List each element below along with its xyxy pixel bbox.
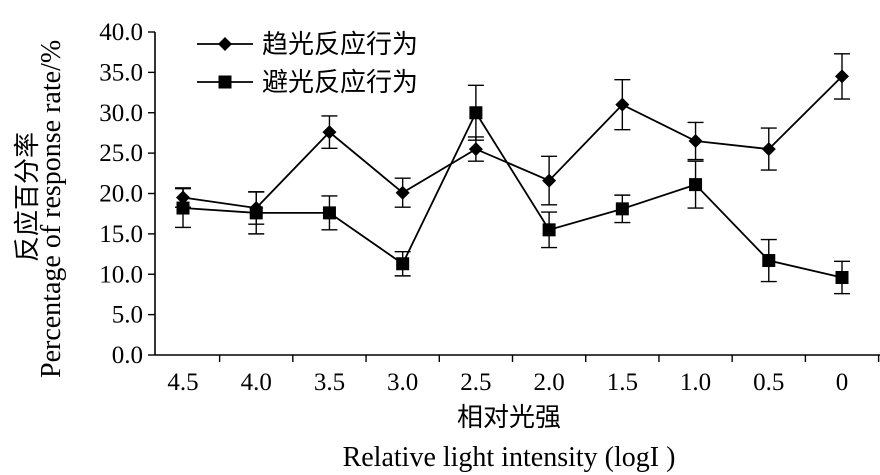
legend-label: 趋光反应行为	[262, 30, 418, 60]
series-layer	[175, 53, 850, 295]
x-axis-title-en: Relative light intensity (logI )	[343, 442, 676, 473]
x-tick-label: 1.0	[680, 369, 711, 396]
series-2	[175, 84, 850, 295]
x-tick-label: 1.5	[607, 369, 638, 396]
y-tick-label: 0.0	[112, 342, 143, 369]
data-point-square	[249, 206, 263, 220]
data-point-diamond	[468, 142, 483, 157]
x-tick-label: 3.5	[314, 369, 345, 396]
data-point-square	[835, 270, 849, 284]
y-axis-title-cn: 反应百分率	[13, 132, 43, 262]
x-tick-label: 2.5	[460, 369, 491, 396]
y-tick-label: 20.0	[99, 181, 143, 208]
series-line	[182, 75, 843, 209]
y-axis-title: 反应百分率 Percentage of response rate/%	[13, 40, 67, 378]
data-point-square	[396, 257, 410, 271]
data-point-square	[762, 254, 776, 268]
data-point-square	[615, 202, 629, 216]
y-tick-label: 40.0	[99, 19, 143, 46]
data-point-diamond	[542, 173, 557, 188]
x-axis-title: 相对光强 Relative light intensity (logI )	[343, 403, 676, 473]
data-point-diamond	[395, 185, 410, 200]
legend-item-2: 避光反应行为	[197, 68, 418, 98]
y-axis-title-en: Percentage of response rate/%	[36, 40, 67, 378]
data-point-diamond	[835, 69, 849, 84]
x-tick-label: 3.0	[387, 369, 418, 396]
data-point-square	[176, 201, 190, 215]
data-point-diamond	[322, 125, 337, 140]
y-tick-label: 15.0	[99, 221, 143, 248]
y-tick-label: 5.0	[112, 302, 143, 329]
data-point-diamond	[688, 134, 703, 149]
data-point-square	[542, 223, 556, 237]
y-ticks: 0.0 5.0 10.0 15.0 20.0 25.0 30.0 35.0 40.0	[99, 19, 155, 369]
x-axis-title-cn: 相对光强	[457, 403, 561, 433]
x-tick-label: 0	[836, 369, 849, 396]
y-tick-label: 10.0	[99, 261, 143, 288]
x-tick-label: 2.0	[533, 369, 564, 396]
data-point-diamond	[615, 97, 630, 112]
x-ticks: 4.5 4.0 3.5 3.0 2.5 2.0 1.5 1.0 0.5 0	[167, 355, 880, 396]
y-tick-label: 30.0	[99, 100, 143, 127]
legend-marker-square	[218, 75, 232, 89]
y-tick-label: 35.0	[99, 59, 143, 86]
x-tick-label: 4.5	[167, 369, 198, 396]
legend-item-1: 趋光反应行为	[197, 30, 418, 60]
data-point-diamond	[761, 142, 776, 157]
x-tick-label: 0.5	[753, 369, 784, 396]
x-tick-label: 4.0	[241, 369, 272, 396]
data-point-square	[689, 178, 703, 192]
series-1	[175, 53, 850, 225]
legend-marker-diamond	[218, 37, 232, 51]
series-line	[182, 110, 843, 279]
data-point-square	[322, 206, 336, 220]
legend-label: 避光反应行为	[262, 68, 418, 98]
y-tick-label: 25.0	[99, 140, 143, 167]
data-point-square	[469, 106, 483, 120]
